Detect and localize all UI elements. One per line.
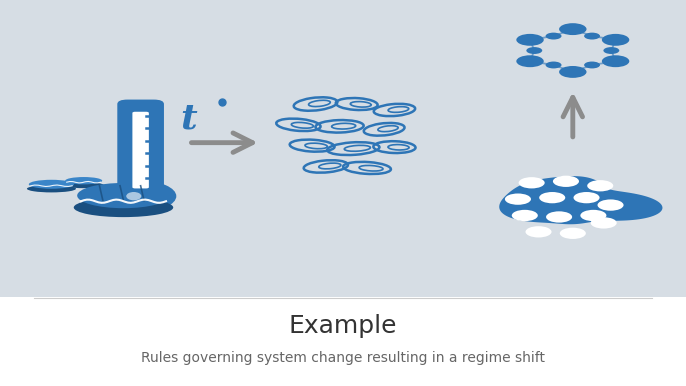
Circle shape [580,210,606,221]
Circle shape [512,210,538,221]
Circle shape [559,23,587,35]
Circle shape [584,33,600,39]
Ellipse shape [65,177,102,185]
Circle shape [584,61,600,68]
Circle shape [553,176,579,187]
Circle shape [517,55,544,67]
Polygon shape [499,176,663,224]
FancyBboxPatch shape [117,100,164,198]
Circle shape [604,47,619,54]
Circle shape [105,181,176,212]
Text: t: t [180,102,197,136]
Circle shape [545,61,562,68]
Circle shape [602,34,629,46]
Ellipse shape [126,192,141,200]
Ellipse shape [74,198,174,217]
Circle shape [526,47,542,54]
Circle shape [519,177,545,188]
Circle shape [559,66,587,78]
Ellipse shape [78,183,170,208]
Circle shape [598,200,624,211]
Ellipse shape [29,180,74,189]
FancyBboxPatch shape [132,112,149,188]
Circle shape [602,55,629,67]
Circle shape [505,193,531,205]
Circle shape [517,34,544,46]
Text: Rules governing system change resulting in a regime shift: Rules governing system change resulting … [141,350,545,365]
Circle shape [539,192,565,203]
Circle shape [545,33,562,39]
Circle shape [587,180,613,191]
Circle shape [525,226,552,237]
Ellipse shape [64,182,104,188]
Circle shape [560,228,586,239]
Ellipse shape [27,185,76,192]
Circle shape [573,192,600,203]
Circle shape [591,217,617,229]
Text: Example: Example [289,314,397,338]
Circle shape [546,211,572,223]
